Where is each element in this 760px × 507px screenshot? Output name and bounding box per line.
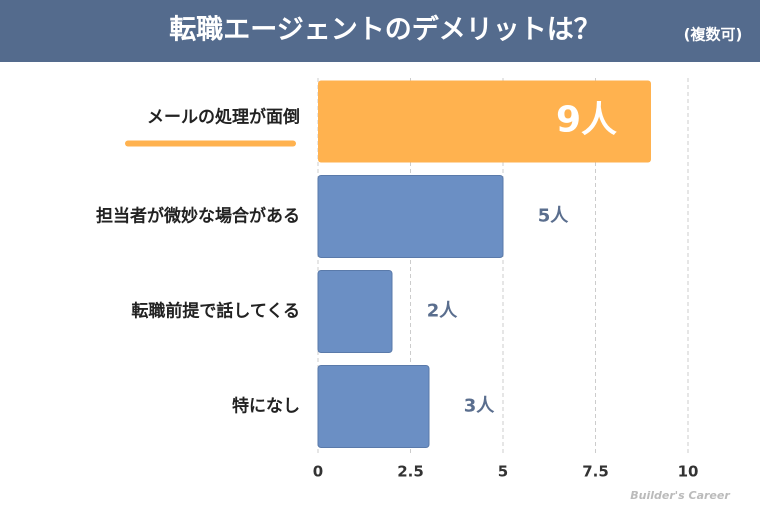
category-label: メールの処理が面倒 xyxy=(147,107,300,128)
watermark: Builder's Career xyxy=(630,489,730,502)
bar xyxy=(317,365,430,448)
category-label: 担当者が微妙な場合がある xyxy=(96,206,300,227)
value-label: 2人 xyxy=(427,301,459,322)
category-label: 転職前提で話してくる xyxy=(131,301,300,322)
bar xyxy=(317,175,504,258)
x-tick-label: 0 xyxy=(313,463,323,481)
x-tick-label: 10 xyxy=(678,463,699,481)
bar xyxy=(318,80,651,163)
value-label: 5人 xyxy=(538,206,570,227)
chart-subtitle: (複数可) xyxy=(684,26,743,44)
value-label: 3人 xyxy=(464,396,496,417)
header-bar xyxy=(0,0,760,62)
bar xyxy=(317,270,393,353)
category-label: 特になし xyxy=(232,396,300,417)
x-tick-label: 5 xyxy=(498,463,508,481)
x-tick-label: 2.5 xyxy=(397,463,424,481)
chart-title: 転職エージェントのデメリットは？ xyxy=(169,14,600,46)
value-label: 9人 xyxy=(556,100,617,141)
x-tick-label: 7.5 xyxy=(582,463,609,481)
